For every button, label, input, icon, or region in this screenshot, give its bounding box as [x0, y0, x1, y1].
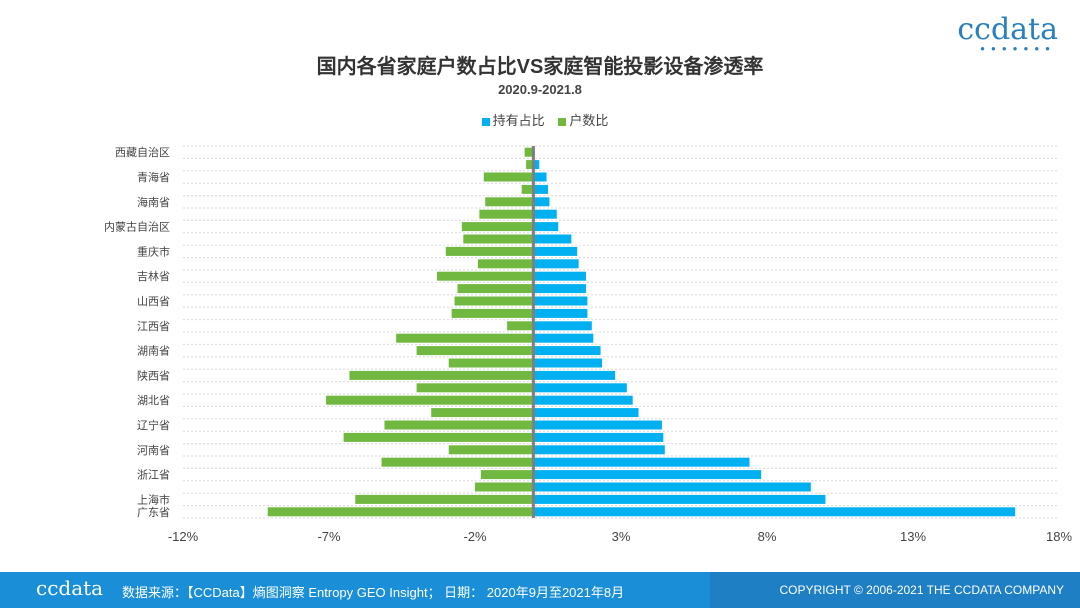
x-tick-label-0: -12% [168, 529, 199, 544]
footer-copyright: COPYRIGHT © 2006-2021 THE CCDATA COMPANY [779, 583, 1064, 597]
x-tick-label-6: 18% [1046, 529, 1072, 544]
legend: 持有占比 户数比 [0, 110, 1080, 129]
bar-households-19 [416, 383, 534, 393]
bar-households-9 [477, 259, 534, 269]
bar-holding-24 [533, 445, 665, 455]
bar-households-10 [437, 271, 534, 281]
category-label-1: 青海省 [137, 170, 170, 184]
bar-holding-10 [533, 271, 586, 281]
bar-households-29 [267, 507, 534, 517]
bar-holding-5 [533, 209, 557, 219]
bar-households-4 [485, 197, 534, 207]
bar-holding-17 [533, 358, 603, 368]
category-label-10: 湖北省 [137, 394, 170, 407]
bar-households-22 [384, 420, 534, 430]
bar-holding-21 [533, 408, 639, 418]
bar-households-11 [457, 284, 534, 294]
bar-households-0 [524, 147, 534, 157]
bar-holding-11 [533, 284, 586, 294]
logo-dots: ●●●●●●● [980, 44, 1056, 53]
bar-holding-9 [533, 259, 579, 269]
bar-holding-20 [533, 395, 633, 405]
bar-holding-14 [533, 321, 592, 331]
bar-households-17 [448, 358, 534, 368]
bar-households-15 [396, 333, 534, 343]
chart-subtitle: 2020.9-2021.8 [498, 82, 582, 97]
category-label-14: 上海市 [137, 492, 170, 506]
bar-holding-16 [533, 346, 601, 356]
category-label-9: 陕西省 [137, 368, 170, 382]
bar-holding-25 [533, 457, 750, 467]
footer-bar: ccdata 数据来源：【CCData】熵图洞察 Entropy GEO Ins… [0, 572, 1080, 608]
bar-households-13 [451, 308, 534, 318]
category-label-8: 湖南省 [137, 345, 170, 358]
category-label-5: 吉林省 [137, 269, 170, 283]
bar-households-14 [507, 321, 534, 331]
bar-households-24 [448, 445, 534, 455]
category-label-11: 辽宁省 [137, 418, 170, 432]
bar-holding-13 [533, 308, 588, 318]
bar-holding-23 [533, 432, 664, 442]
x-tick-label-1: -7% [317, 529, 341, 544]
bar-holding-19 [533, 383, 627, 393]
bar-households-1 [526, 160, 534, 170]
legend-label-households: 户数比 [569, 113, 609, 128]
bar-holding-7 [533, 234, 572, 244]
chart-title: 国内各省家庭户数占比VS家庭智能投影设备渗透率 [316, 56, 764, 78]
bar-holding-22 [533, 420, 662, 430]
bar-households-26 [480, 470, 534, 480]
category-label-15: 广东省 [137, 506, 170, 519]
bar-holding-28 [533, 494, 826, 504]
category-label-0: 西藏自治区 [115, 145, 170, 159]
category-label-12: 河南省 [137, 444, 170, 457]
legend-swatch-holding [481, 117, 490, 126]
bar-holding-1 [533, 160, 540, 170]
x-tick-label-2: -2% [463, 529, 487, 544]
bar-households-6 [461, 222, 534, 232]
bar-households-23 [343, 432, 534, 442]
bar-holding-8 [533, 246, 578, 256]
category-label-2: 海南省 [137, 195, 170, 209]
footer-source: 数据来源：【CCData】熵图洞察 Entropy GEO Insight； 日… [122, 585, 625, 600]
bar-households-5 [479, 209, 534, 219]
bar-holding-15 [533, 333, 594, 343]
bar-households-8 [445, 246, 534, 256]
bar-holding-4 [533, 197, 550, 207]
bar-holding-6 [533, 222, 559, 232]
ccdata-logo: ccdata [957, 12, 1058, 47]
x-tick-label-3: 3% [612, 529, 631, 544]
bar-holding-3 [533, 184, 548, 194]
category-label-13: 浙江省 [137, 469, 170, 482]
footer-wedge [710, 572, 1080, 608]
x-tick-label-4: 8% [758, 529, 777, 544]
category-label-4: 重庆市 [137, 244, 170, 258]
bar-holding-29 [533, 507, 1016, 517]
legend-label-holding: 持有占比 [492, 113, 545, 128]
bar-holding-27 [533, 482, 811, 492]
legend-swatch-households [558, 117, 567, 126]
bar-households-16 [416, 346, 534, 356]
bar-chart: 西藏自治区青海省海南省内蒙古自治区重庆市吉林省山西省江西省湖南省陕西省湖北省辽宁… [104, 145, 1072, 544]
category-label-7: 江西省 [137, 320, 170, 333]
x-tick-label-5: 13% [900, 529, 926, 544]
bar-holding-26 [533, 470, 762, 480]
bar-households-28 [355, 494, 534, 504]
bar-households-18 [349, 370, 534, 380]
bar-households-12 [454, 296, 534, 306]
footer-logo: ccdata [36, 576, 104, 600]
bar-households-3 [521, 184, 534, 194]
bar-households-7 [463, 234, 534, 244]
bar-holding-18 [533, 370, 616, 380]
bar-households-25 [381, 457, 534, 467]
bar-holding-12 [533, 296, 588, 306]
bar-households-20 [326, 395, 534, 405]
category-label-6: 山西省 [137, 295, 170, 308]
bar-households-27 [475, 482, 534, 492]
category-label-3: 内蒙古自治区 [104, 220, 170, 234]
bar-holding-2 [533, 172, 547, 182]
bar-households-21 [431, 408, 534, 418]
bar-households-2 [483, 172, 534, 182]
